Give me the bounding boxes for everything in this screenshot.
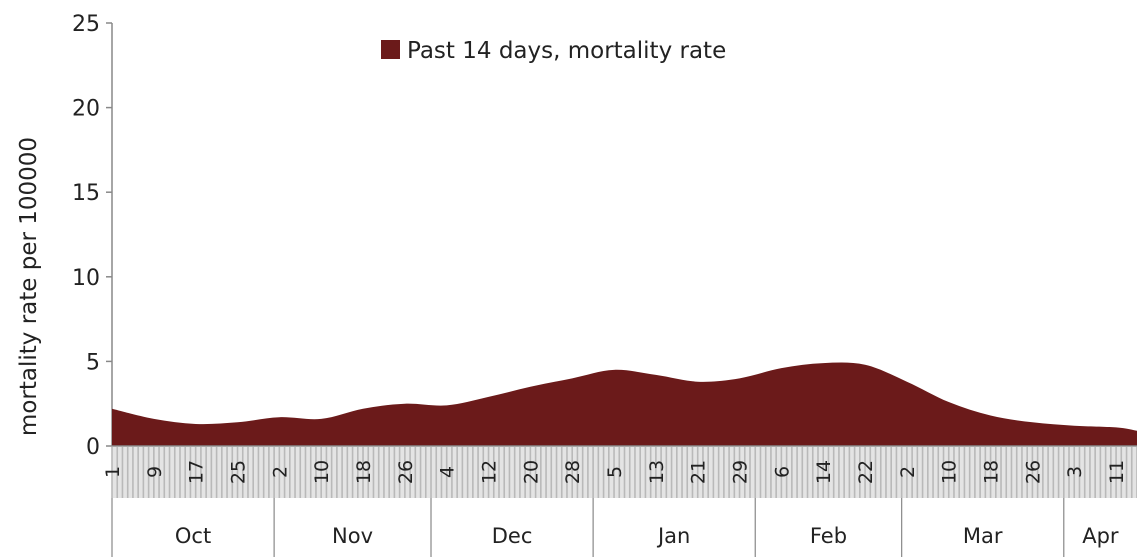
y-tick-label: 25 [72, 12, 100, 37]
y-tick-label: 5 [86, 350, 100, 375]
x-day-label: 18 [981, 460, 1003, 484]
y-tick-label: 20 [72, 97, 100, 122]
y-axis-label: mortality rate per 100000 [16, 137, 42, 436]
x-day-label: 14 [813, 460, 835, 484]
x-day-label: 2 [897, 466, 919, 478]
plot-area [112, 362, 1137, 446]
x-month-label: Feb [810, 524, 847, 548]
x-day-label: 22 [855, 460, 877, 484]
x-day-label: 10 [311, 460, 333, 484]
x-day-label: 4 [437, 466, 459, 478]
series-area-past-14-days [112, 362, 1137, 446]
x-day-label: 10 [939, 460, 961, 484]
x-day-label: 12 [479, 460, 501, 484]
y-tick-label: 0 [86, 435, 100, 460]
x-month-label: Jan [656, 524, 690, 548]
legend-swatch [381, 40, 400, 59]
x-month-label: Apr [1082, 524, 1119, 548]
legend: Past 14 days, mortality rate [381, 38, 726, 64]
x-day-label: 9 [144, 466, 166, 478]
x-day-label: 1 [102, 466, 124, 478]
x-day-label: 5 [604, 466, 626, 478]
x-month-label: Mar [963, 524, 1003, 548]
x-day-label: 29 [730, 460, 752, 484]
x-day-label: 17 [186, 460, 208, 484]
y-tick-label: 10 [72, 266, 100, 291]
x-month-label: Dec [492, 524, 533, 548]
y-tick-label: 15 [72, 181, 100, 206]
x-day-label: 3 [1064, 466, 1086, 478]
x-day-label: 18 [353, 460, 375, 484]
x-day-label: 20 [520, 460, 542, 484]
x-day-label: 6 [771, 466, 793, 478]
x-month-label: Nov [332, 524, 373, 548]
x-month-label: Oct [175, 524, 211, 548]
legend-label: Past 14 days, mortality rate [407, 38, 726, 64]
x-day-label: 2 [269, 466, 291, 478]
x-day-label: 26 [395, 460, 417, 484]
x-day-label: 28 [562, 460, 584, 484]
x-day-label: 25 [228, 460, 250, 484]
x-day-label: 26 [1022, 460, 1044, 484]
x-day-label: 13 [646, 460, 668, 484]
x-axis: 1 9 17 25 2 10 18 26 4 12 20 28 5 13 21 29 6 14 22 2 10 18 26 3… [102, 445, 1137, 557]
y-axis: 0 5 10 15 20 25 [72, 12, 113, 460]
x-day-label: 11 [1106, 460, 1128, 484]
x-day-label: 21 [688, 460, 710, 484]
